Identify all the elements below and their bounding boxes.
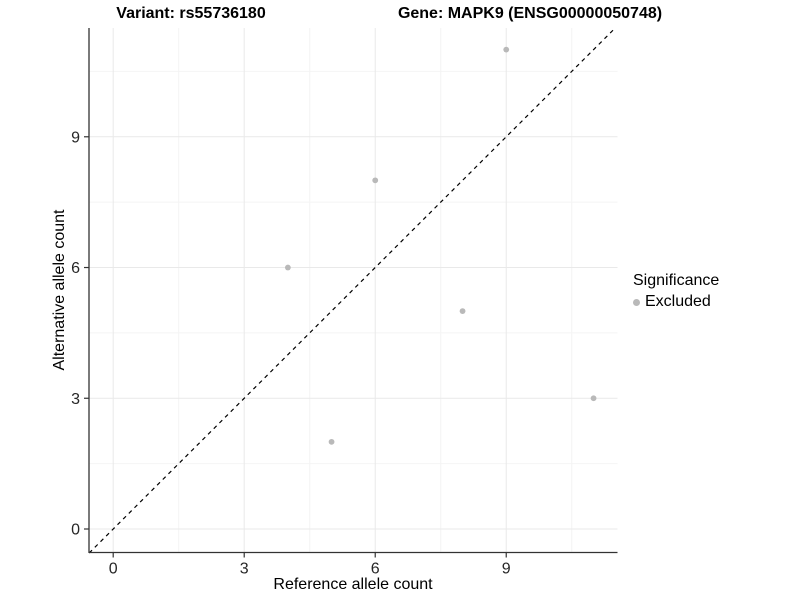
legend-point-icon: [633, 298, 640, 306]
data-point: [284, 264, 291, 271]
identity-line: [88, 27, 616, 554]
plot-title-variant: Variant: rs55736180: [116, 5, 266, 22]
data-point: [459, 308, 466, 314]
x-tick-label: 6: [371, 561, 380, 578]
y-axis-title: Alternative allele count: [51, 209, 68, 371]
legend-title: Significance: [633, 272, 720, 289]
x-tick-label: 0: [109, 561, 118, 578]
y-tick-label: 0: [71, 522, 80, 539]
y-tick-label: 3: [71, 391, 80, 408]
y-tick-label: 6: [71, 260, 80, 277]
x-axis-title: Reference allele count: [273, 576, 433, 593]
data-point: [328, 438, 335, 445]
legend: Significance Excluded: [633, 272, 719, 311]
legend-item-label: Excluded: [645, 293, 711, 310]
data-point: [503, 46, 510, 53]
plot-title-gene: Gene: MAPK9 (ENSG00000050748): [397, 5, 663, 22]
y-tick-label: 9: [71, 129, 80, 146]
x-tick-label: 9: [502, 561, 511, 578]
data-point: [372, 177, 379, 184]
data-point: [590, 395, 597, 402]
legend-item-excluded: Excluded: [633, 293, 719, 311]
x-tick-label: 3: [240, 561, 249, 578]
